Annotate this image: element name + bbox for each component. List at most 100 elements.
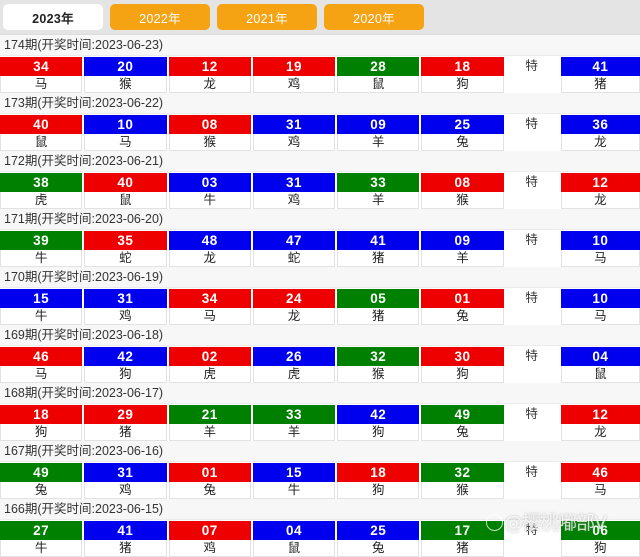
ball-number: 47 — [252, 231, 336, 250]
ball: 40 鼠 — [0, 115, 83, 151]
ball-number: 17 — [421, 521, 504, 540]
ball-number: 24 — [252, 289, 336, 308]
ball-number: 19 — [252, 57, 336, 76]
ball-zodiac: 马 — [168, 308, 251, 325]
ball-number: 25 — [421, 115, 504, 134]
special-ball-zodiac: 猪 — [560, 76, 640, 93]
ball-number: 41 — [337, 231, 420, 250]
ball-zodiac: 马 — [0, 366, 83, 383]
ball-number: 15 — [0, 289, 83, 308]
ball-number: 42 — [84, 347, 167, 366]
ball-number: 08 — [421, 173, 504, 192]
ball-zodiac: 羊 — [168, 424, 251, 441]
ball-zodiac: 猪 — [84, 424, 167, 441]
ball-zodiac: 狗 — [337, 424, 420, 441]
ball-zodiac: 鸡 — [252, 134, 336, 151]
ball-zodiac: 龙 — [168, 76, 251, 93]
ball: 08 猴 — [421, 173, 504, 209]
year-tab-2022[interactable]: 2022年 — [110, 4, 210, 30]
special-ball-zodiac: 鼠 — [560, 366, 640, 383]
special-ball-number: 04 — [560, 347, 640, 366]
ball-number: 33 — [252, 405, 336, 424]
ball: 29 猪 — [84, 405, 167, 441]
ball-number: 30 — [421, 347, 504, 366]
ball-number: 25 — [337, 521, 420, 540]
ball-number: 05 — [337, 289, 420, 308]
draw-block: 168期(开奖时间:2023-06-17) 18 狗 29 猪 21 羊 33 羊 42 狗 49 兔特… — [0, 383, 640, 441]
ball-number: 31 — [84, 289, 167, 308]
balls-row: 18 狗 29 猪 21 羊 33 羊 42 狗 49 兔特 12 龙 — [0, 404, 640, 441]
draw-header: 173期(开奖时间:2023-06-22) — [0, 93, 640, 114]
ball: 12 龙 — [168, 57, 251, 93]
special-label: 特 — [525, 59, 538, 73]
ball: 04 鼠 — [252, 521, 336, 557]
ball-number: 33 — [337, 173, 420, 192]
special-label: 特 — [525, 233, 538, 247]
ball-zodiac: 牛 — [0, 308, 83, 325]
ball: 41 猪 — [337, 231, 420, 267]
special-label: 特 — [525, 291, 538, 305]
ball-number: 01 — [168, 463, 251, 482]
special-label: 特 — [525, 523, 538, 537]
ball: 01 兔 — [421, 289, 504, 325]
ball: 31 鸡 — [84, 289, 167, 325]
ball-zodiac: 龙 — [168, 250, 251, 267]
ball: 15 牛 — [0, 289, 83, 325]
ball-number: 09 — [337, 115, 420, 134]
special-ball: 46 马 — [560, 463, 640, 499]
balls-row: 15 牛 31 鸡 34 马 24 龙 05 猪 01 兔特 10 马 — [0, 288, 640, 325]
balls-row: 38 虎 40 鼠 03 牛 31 鸡 33 羊 08 猴 特 12 龙 — [0, 172, 640, 209]
ball-zodiac: 马 — [0, 76, 83, 93]
ball-zodiac: 鸡 — [252, 76, 336, 93]
ball: 25 兔 — [421, 115, 504, 151]
draw-header: 166期(开奖时间:2023-06-15) — [0, 499, 640, 520]
special-ball: 10 马 — [560, 231, 640, 267]
year-tab-2021[interactable]: 2021年 — [217, 4, 317, 30]
ball: 15 牛 — [252, 463, 336, 499]
ball: 18 狗 — [337, 463, 420, 499]
special-ball: 12 龙 — [560, 405, 640, 441]
draw-header: 170期(开奖时间:2023-06-19) — [0, 267, 640, 288]
ball: 19 鸡 — [252, 57, 336, 93]
special-ball: 10 马 — [560, 289, 640, 325]
ball-number: 38 — [0, 173, 83, 192]
ball-zodiac: 猴 — [84, 76, 167, 93]
special-ball: 12 龙 — [560, 173, 640, 209]
ball-zodiac: 猴 — [168, 134, 251, 151]
ball-number: 32 — [337, 347, 420, 366]
ball-number: 08 — [168, 115, 251, 134]
ball-number: 32 — [421, 463, 504, 482]
draw-header: 168期(开奖时间:2023-06-17) — [0, 383, 640, 404]
year-tab-2020[interactable]: 2020年 — [324, 4, 424, 30]
ball-zodiac: 兔 — [421, 308, 504, 325]
draw-block: 169期(开奖时间:2023-06-18) 46 马 42 狗 02 虎 26 虎 32 猴 30 狗特… — [0, 325, 640, 383]
draw-block: 167期(开奖时间:2023-06-16) 49 兔 31 鸡 01 兔 15 牛 18 狗 32 猴特… — [0, 441, 640, 499]
ball-number: 40 — [0, 115, 83, 134]
ball-zodiac: 蛇 — [252, 250, 336, 267]
ball: 38 虎 — [0, 173, 83, 209]
special-ball-number: 12 — [560, 405, 640, 424]
ball-number: 40 — [84, 173, 167, 192]
ball-number: 01 — [421, 289, 504, 308]
ball: 31 鸡 — [84, 463, 167, 499]
ball: 32 猴 — [421, 463, 504, 499]
draw-header: 171期(开奖时间:2023-06-20) — [0, 209, 640, 230]
ball-number: 12 — [168, 57, 251, 76]
ball-number: 28 — [337, 57, 420, 76]
ball-number: 18 — [421, 57, 504, 76]
ball-zodiac: 猪 — [337, 250, 420, 267]
special-ball: 36 龙 — [560, 115, 640, 151]
special-ball-number: 10 — [560, 231, 640, 250]
ball-number: 31 — [84, 463, 167, 482]
ball-number: 42 — [337, 405, 420, 424]
ball: 34 马 — [0, 57, 83, 93]
ball-zodiac: 鼠 — [337, 76, 420, 93]
year-tab-2023[interactable]: 2023年 — [3, 4, 103, 30]
ball: 05 猪 — [337, 289, 420, 325]
special-ball-zodiac: 马 — [560, 308, 640, 325]
ball-zodiac: 蛇 — [84, 250, 167, 267]
ball: 01 兔 — [168, 463, 251, 499]
ball: 28 鼠 — [337, 57, 420, 93]
balls-row: 40 鼠 10 马 08 猴 31 鸡 09 羊 25 兔 特 36 龙 — [0, 114, 640, 151]
draw-block: 174期(开奖时间:2023-06-23) 34 马 20 猴 12 龙 19 鸡 28 鼠 18 狗 特… — [0, 35, 640, 93]
